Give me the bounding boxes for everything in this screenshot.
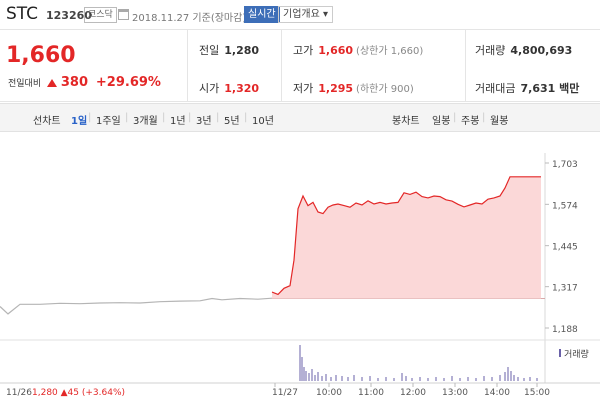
chart-svg: 1,703 1,574 1,445 1,317 1,188 거래량 11/27 10:00 11…	[0, 153, 600, 398]
previous-day-line	[0, 297, 273, 315]
period-5y[interactable]: 5년	[224, 116, 240, 127]
quote-date: 2018.11.27 기준(장마감)	[132, 13, 247, 24]
volume-legend-label: 거래량	[564, 348, 589, 360]
prev-close: 전일 1,280	[199, 44, 260, 57]
x-tick-label: 13:00	[442, 388, 468, 398]
divider	[187, 30, 188, 102]
period-3y[interactable]: 3년	[196, 116, 212, 127]
trade-amount: 거래대금 7,631 백만	[475, 82, 580, 95]
company-info-dropdown[interactable]: 기업개요 ▾	[278, 6, 333, 23]
line-chart-label: 선차트	[33, 116, 61, 127]
period-3m[interactable]: 3개월	[133, 116, 158, 127]
x-tick-label: 11:00	[358, 388, 384, 398]
candle-monthly[interactable]: 월봉	[490, 116, 509, 127]
stock-name: STC	[6, 4, 39, 24]
candle-weekly[interactable]: 주봉	[461, 116, 480, 127]
market-badge: 코스닥	[84, 7, 117, 23]
low-price: 저가 1,295 (하한가 900)	[293, 82, 414, 95]
x-tick-label: 15:00	[524, 388, 550, 398]
stock-code: 123260	[46, 9, 92, 22]
open-price: 시가 1,320	[199, 82, 260, 95]
x-tick-label: 10:00	[316, 388, 342, 398]
period-10y[interactable]: 10년	[252, 116, 274, 127]
change-value: 380	[60, 75, 89, 90]
x-tick-label: 14:00	[484, 388, 510, 398]
period-1d[interactable]: 1일	[71, 116, 88, 127]
calendar-icon	[118, 9, 129, 20]
current-price: 1,660	[6, 43, 76, 68]
intraday-chart: 1,703 1,574 1,445 1,317 1,188 거래량 11/27 10:00 11…	[0, 133, 600, 407]
quote-panel: 1,660 전일대비 380 +29.69% 전일 1,280 시가 1,320 고…	[0, 30, 600, 102]
price-change: 전일대비 380 +29.69%	[8, 75, 161, 90]
volume-legend-swatch	[559, 349, 561, 357]
divider	[465, 30, 466, 102]
stock-header: STC 123260 코스닥 2018.11.27 기준(장마감) 실시간 기업…	[0, 0, 600, 30]
y-tick-label: 1,445	[552, 243, 578, 253]
period-1y[interactable]: 1년	[170, 116, 186, 127]
up-arrow-icon	[47, 79, 57, 87]
high-price: 고가 1,660 (상한가 1,660)	[293, 44, 424, 57]
x-tick-label: 11/27	[272, 388, 298, 398]
previous-day-label: 11/26	[6, 388, 32, 398]
period-bar: 선차트 1일 | 1주일 | 3개월 | 1년 | 3년 | 5년 | 10년 …	[0, 103, 600, 132]
today-area-fill	[272, 176, 541, 299]
realtime-button[interactable]: 실시간	[244, 6, 280, 23]
volume: 거래량 4,800,693	[475, 44, 573, 57]
previous-day-info: 1,280 ▲45 (+3.64%)	[32, 388, 125, 398]
change-label: 전일대비	[8, 79, 42, 89]
x-tick-label: 12:00	[400, 388, 426, 398]
y-tick-label: 1,703	[552, 160, 578, 170]
period-1w[interactable]: 1주일	[96, 116, 121, 127]
y-tick-label: 1,188	[552, 325, 578, 335]
candle-chart-label: 봉차트	[392, 116, 420, 127]
divider	[281, 30, 282, 102]
y-tick-label: 1,317	[552, 284, 578, 294]
candle-daily[interactable]: 일봉	[432, 116, 451, 127]
today-price-line	[271, 176, 541, 296]
change-percent: +29.69%	[95, 75, 161, 90]
y-tick-label: 1,574	[552, 201, 578, 211]
